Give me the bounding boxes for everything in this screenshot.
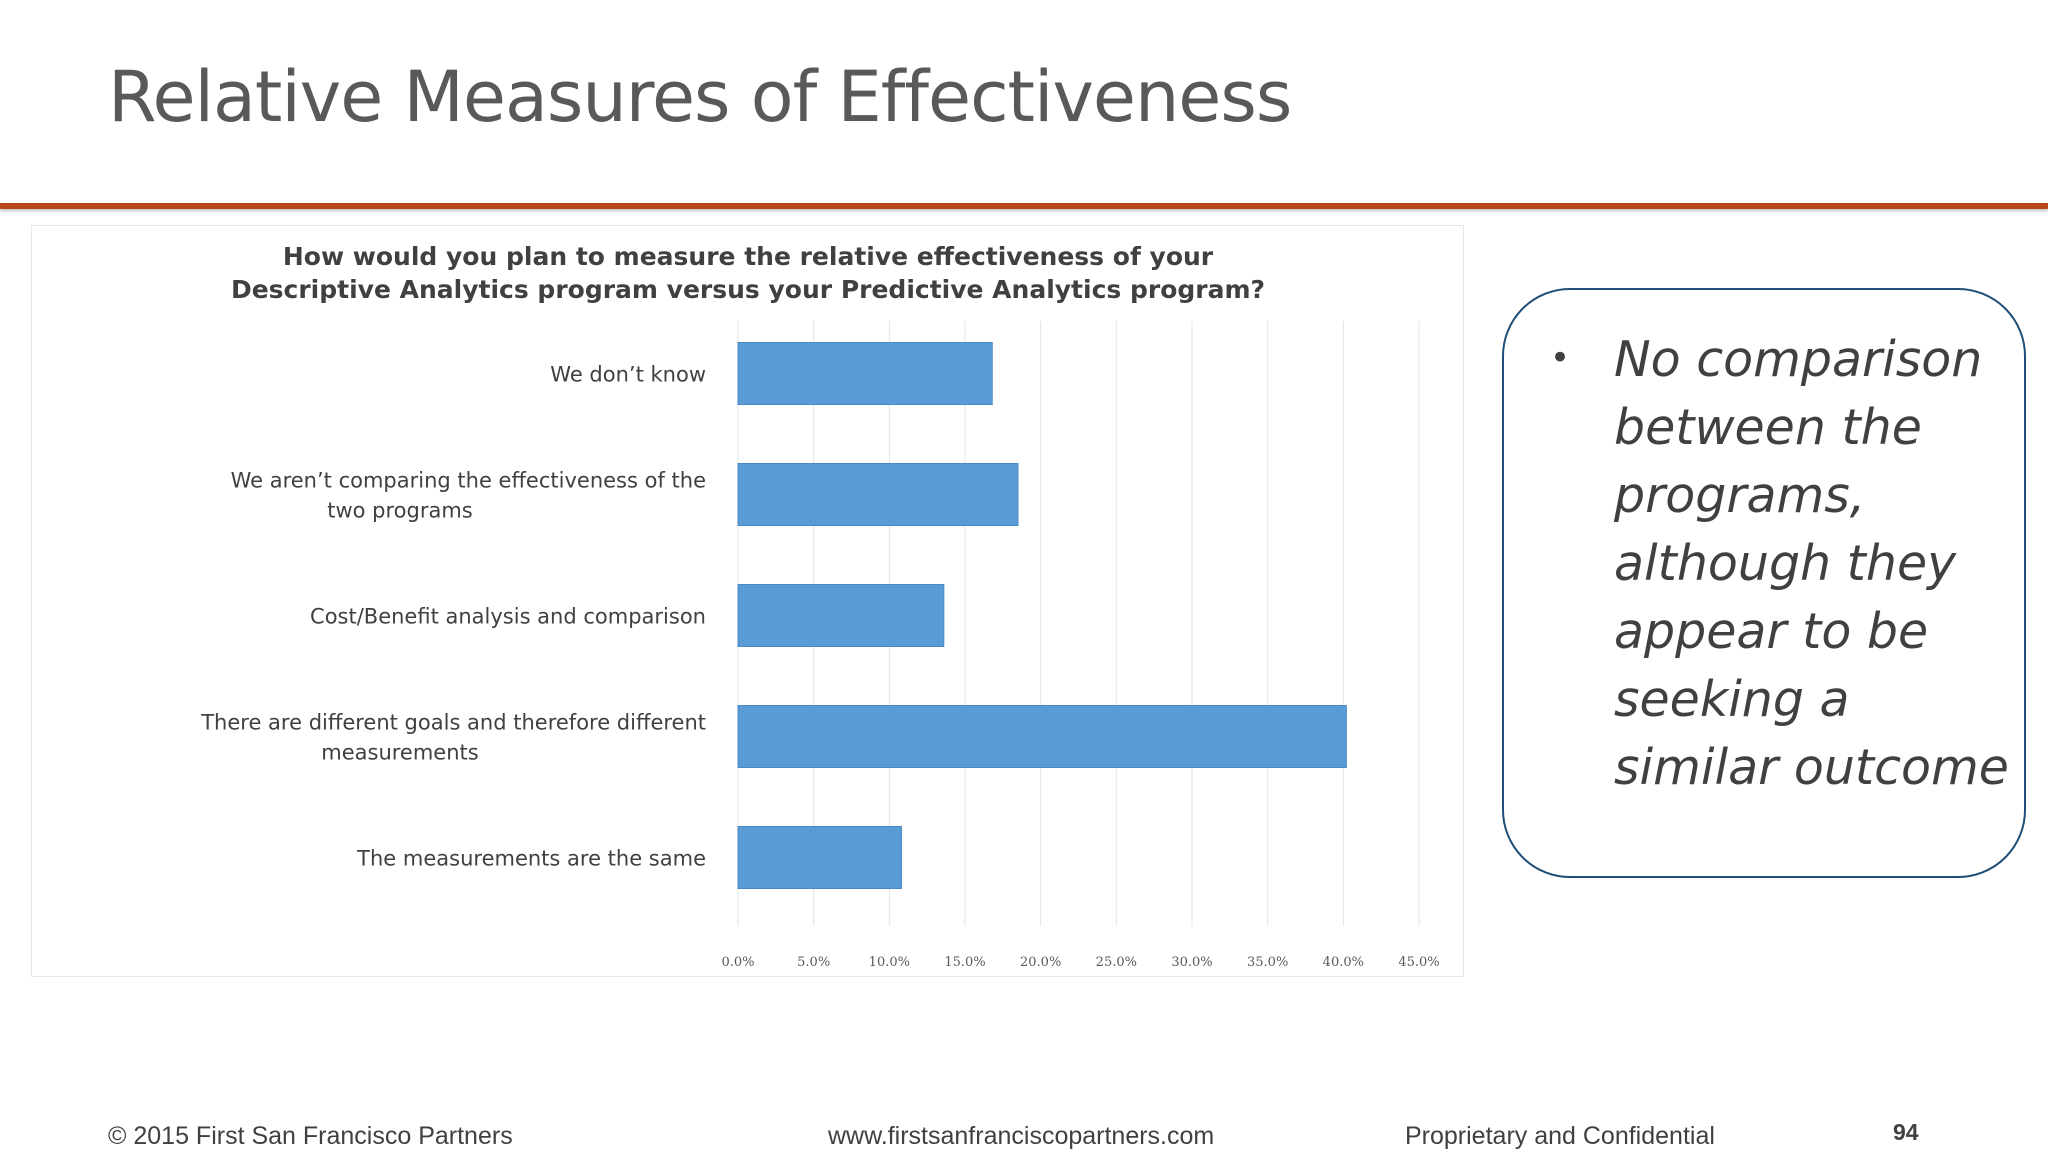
callout-box: • No comparison between the programs, al… (1502, 288, 2026, 878)
footer-website: www.firstsanfranciscopartners.com (828, 1122, 1215, 1150)
bullet-icon: • (1550, 338, 1571, 378)
bar (737, 463, 1019, 526)
chart-canvas: How would you plan to measure the relati… (200, 242, 1439, 970)
slide-title: Relative Measures of Effectiveness (108, 56, 1292, 138)
category-label: Cost/Benefit analysis and comparison (310, 605, 706, 629)
title-divider (0, 203, 2048, 209)
callout-text: No comparison between the programs, alth… (1614, 331, 2009, 796)
x-tick-label: 30.0% (1171, 955, 1212, 970)
category-label: The measurements are the same (356, 847, 706, 871)
category-label: We don’t know (550, 363, 706, 387)
footer-copyright: © 2015 First San Francisco Partners (108, 1122, 513, 1150)
category-label: We aren’t comparing the effectiveness of… (231, 469, 706, 493)
bar (737, 584, 945, 647)
page-number: 94 (1893, 1119, 1919, 1145)
bar (737, 826, 902, 889)
bar (737, 342, 993, 405)
bar-chart: How would you plan to measure the relati… (31, 225, 1464, 977)
x-tick-label: 5.0% (797, 955, 830, 970)
x-tick-label: 40.0% (1323, 955, 1364, 970)
footer-confidential: Proprietary and Confidential (1405, 1122, 1715, 1150)
x-tick-label: 10.0% (869, 955, 910, 970)
x-tick-label: 25.0% (1096, 955, 1137, 970)
category-label: measurements (321, 741, 478, 765)
chart-title-line: How would you plan to measure the relati… (283, 242, 1214, 271)
bar (737, 705, 1347, 768)
chart-title-line: Descriptive Analytics program versus you… (231, 275, 1265, 304)
category-label: two programs (327, 499, 473, 523)
x-tick-label: 0.0% (721, 955, 754, 970)
x-tick-label: 20.0% (1020, 955, 1061, 970)
x-tick-label: 45.0% (1398, 955, 1439, 970)
category-label: There are different goals and therefore … (200, 711, 706, 735)
x-tick-label: 35.0% (1247, 955, 1288, 970)
x-tick-label: 15.0% (944, 955, 985, 970)
